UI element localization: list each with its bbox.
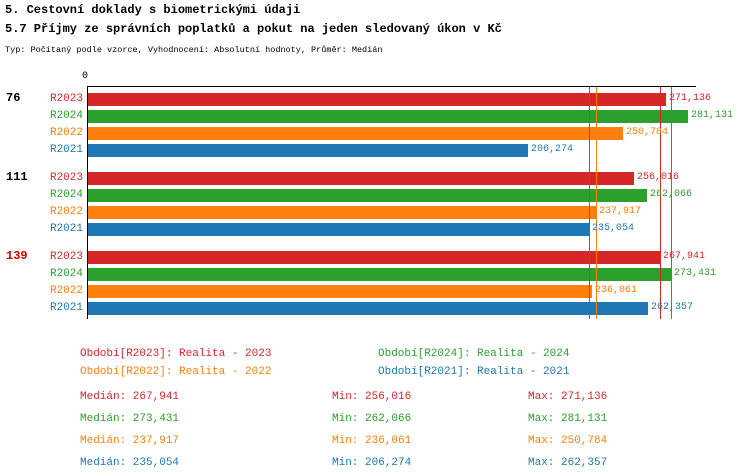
series-label-R2021: R2021	[49, 302, 83, 314]
bar-R2021	[88, 144, 528, 157]
bar-R2021	[88, 223, 589, 236]
median-line-R2024	[671, 87, 672, 319]
stat-max-R2022: Max: 250,784	[528, 435, 608, 447]
plot-area	[87, 86, 696, 319]
stat-median-R2023: Medián: 267,941	[80, 391, 180, 403]
median-line-R2022	[596, 87, 597, 319]
bar-R2023	[88, 251, 660, 264]
bar-value-label: 237,917	[599, 206, 642, 217]
stat-median-R2021: Medián: 235,054	[80, 457, 180, 469]
series-label-R2024: R2024	[49, 189, 83, 201]
axis-zero-label: 0	[82, 71, 89, 82]
chart-title-line2: 5.7 Příjmy ze správních poplatků a pokut…	[5, 22, 502, 36]
median-line-R2023	[660, 87, 661, 319]
series-label-R2022: R2022	[49, 127, 83, 139]
bar-value-label: 236,061	[595, 285, 638, 296]
bar-value-label: 273,431	[674, 268, 717, 279]
legend-item-R2021: Období[R2021]: Realita - 2021	[378, 366, 570, 378]
bar-value-label: 206,274	[531, 144, 574, 155]
bar-value-label: 281,131	[691, 110, 734, 121]
stat-min-R2024: Min: 262,066	[332, 413, 412, 425]
bar-R2024	[88, 189, 647, 202]
series-label-R2023: R2023	[49, 172, 83, 184]
series-label-R2023: R2023	[49, 93, 83, 105]
bar-value-label: 262,066	[650, 189, 693, 200]
series-label-R2021: R2021	[49, 144, 83, 156]
group-label: 111	[6, 170, 28, 184]
bar-value-label: 267,941	[663, 251, 706, 262]
bar-R2022	[88, 127, 623, 140]
group-label: 139	[6, 249, 28, 263]
series-label-R2022: R2022	[49, 206, 83, 218]
bar-value-label: 250,784	[626, 127, 669, 138]
legend-item-R2022: Období[R2022]: Realita - 2022	[80, 366, 272, 378]
chart-title-line1: 5. Cestovní doklady s biometrickými údaj…	[5, 3, 301, 17]
bar-R2022	[88, 206, 596, 219]
group-label: 76	[6, 91, 21, 105]
stat-min-R2023: Min: 256,016	[332, 391, 412, 403]
bar-R2023	[88, 172, 634, 185]
series-label-R2022: R2022	[49, 285, 83, 297]
bar-R2024	[88, 268, 671, 281]
bar-R2022	[88, 285, 592, 298]
series-label-R2021: R2021	[49, 223, 83, 235]
bar-value-label: 256,016	[637, 172, 680, 183]
stat-min-R2021: Min: 206,274	[332, 457, 412, 469]
chart-meta: Typ: Počítaný podle vzorce, Vyhodnocení:…	[5, 45, 383, 55]
stat-min-R2022: Min: 236,061	[332, 435, 412, 447]
legend-item-R2024: Období[R2024]: Realita - 2024	[378, 348, 570, 360]
series-label-R2023: R2023	[49, 251, 83, 263]
bar-value-label: 271,136	[669, 93, 712, 104]
stat-max-R2021: Max: 262,357	[528, 457, 608, 469]
stat-median-R2022: Medián: 237,917	[80, 435, 180, 447]
bar-value-label: 262,357	[651, 302, 694, 313]
series-label-R2024: R2024	[49, 268, 83, 280]
stat-median-R2024: Medián: 273,431	[80, 413, 180, 425]
bar-R2021	[88, 302, 648, 315]
series-label-R2024: R2024	[49, 110, 83, 122]
bar-R2023	[88, 93, 666, 106]
bar-value-label: 235,054	[592, 223, 635, 234]
bar-R2024	[88, 110, 688, 123]
stat-max-R2024: Max: 281,131	[528, 413, 608, 425]
legend-item-R2023: Období[R2023]: Realita - 2023	[80, 348, 272, 360]
stat-max-R2023: Max: 271,136	[528, 391, 608, 403]
median-line-R2021	[589, 87, 590, 319]
